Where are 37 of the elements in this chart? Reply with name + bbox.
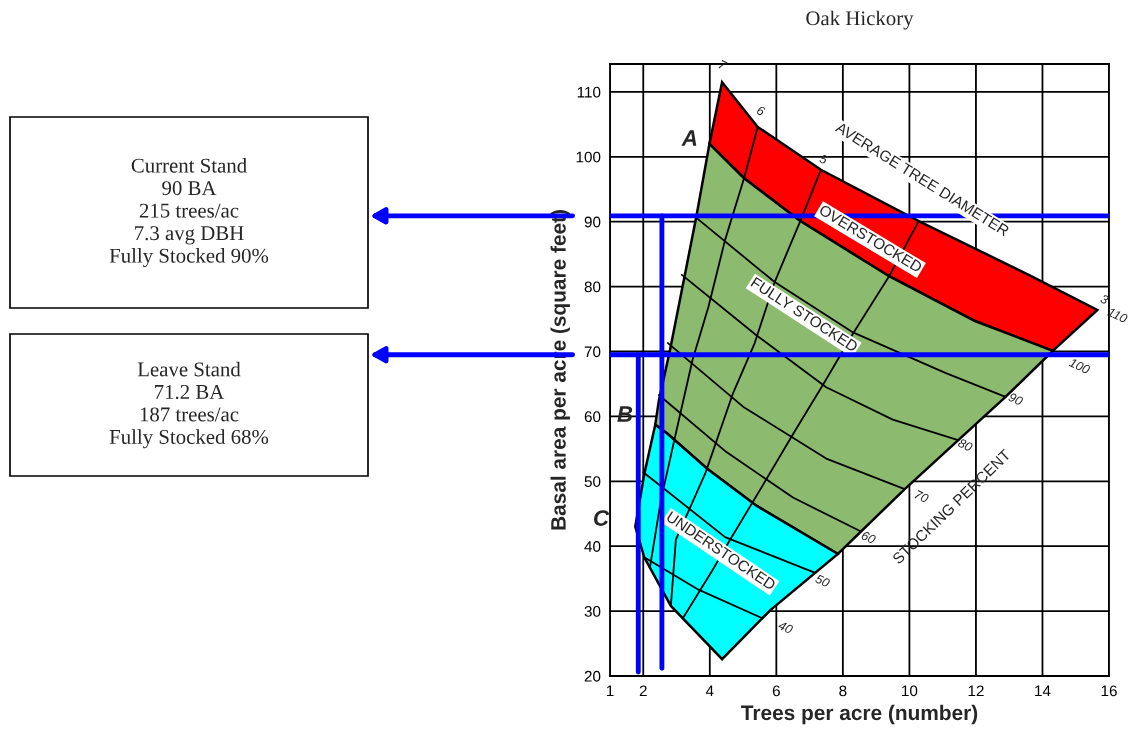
- x-tick-label: 4: [705, 685, 714, 697]
- text: Leave Stand 71.2 BA 187 trees/ac Fully Stocked 68%: [109, 361, 269, 449]
- chart-title: Oak Hickory: [806, 10, 914, 30]
- x-tick-label: 6: [772, 685, 780, 697]
- text: Current Stand 90 BA 215 trees/ac 7.3 avg DBH Fully Stocked 90%: [109, 157, 269, 268]
- y-tick-label: 60: [584, 411, 601, 423]
- y-tick-label: 40: [584, 541, 601, 552]
- annotation: 80: [957, 438, 974, 452]
- annotation: 7: [718, 60, 728, 71]
- y-tick-label: 50: [584, 476, 601, 487]
- x-tick-label: 16: [1101, 685, 1117, 697]
- x-tick-label: 10: [902, 685, 918, 697]
- y-tick-label: 30: [584, 605, 601, 617]
- x-axis-title: Trees per acre (number): [741, 704, 978, 725]
- annotation: 50: [814, 573, 831, 588]
- y-tick-label: 90: [584, 216, 601, 228]
- annotation: 40: [777, 620, 794, 635]
- y-tick-label: 20: [584, 670, 601, 682]
- x-tick-label: 1: [606, 685, 614, 697]
- y-tick-label: 110: [577, 86, 601, 98]
- text: C: [594, 510, 610, 526]
- annotation: 100: [1068, 357, 1091, 375]
- y-tick-label: 100: [576, 151, 601, 163]
- annotation: 3: [1099, 293, 1110, 305]
- x-tick-label: 8: [839, 685, 847, 697]
- x-tick-label: 14: [1035, 685, 1051, 697]
- annotation: 90: [1007, 392, 1024, 406]
- annotation: 110: [1106, 307, 1128, 324]
- x-tick-label: 2: [639, 685, 647, 697]
- annotation: 60: [860, 530, 877, 545]
- y-tick-label: 80: [584, 281, 601, 293]
- annotation: 70: [914, 489, 930, 504]
- annotation: 5: [818, 153, 829, 165]
- annotation: A: [681, 130, 697, 146]
- annotation: 6: [756, 105, 766, 117]
- x-tick-label: 12: [968, 685, 984, 697]
- y-tick-label: 70: [584, 346, 601, 358]
